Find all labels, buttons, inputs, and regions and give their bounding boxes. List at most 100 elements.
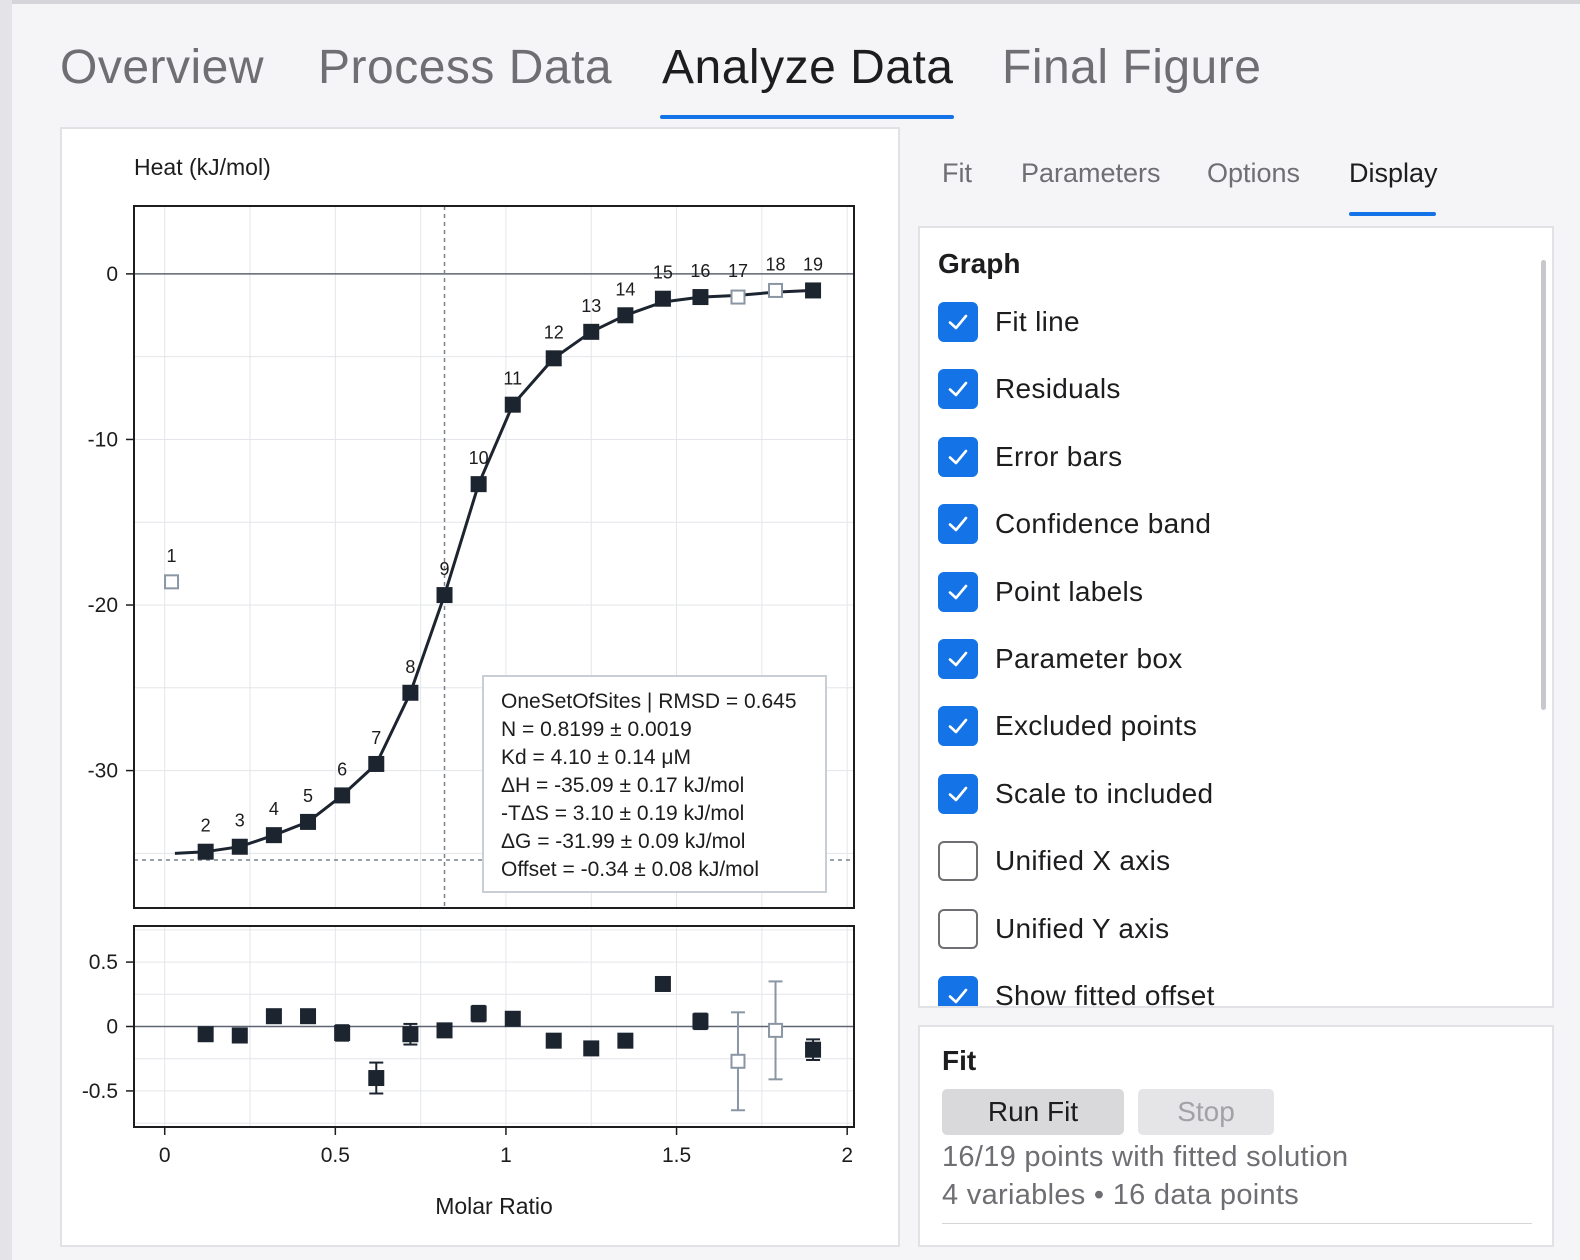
fit-line-label: Fit line xyxy=(995,306,1080,337)
point-label: 17 xyxy=(728,261,748,281)
point-label: 2 xyxy=(201,816,211,836)
data-point xyxy=(231,838,248,855)
point-label: 15 xyxy=(653,263,673,283)
active-tab-indicator xyxy=(660,115,954,119)
excluded-points-checkbox[interactable] xyxy=(938,706,978,746)
chart-panel: Heat (kJ/mol) Molar Ratio 0 -10 -20 -30 1 2 3 4… xyxy=(60,127,900,1247)
x-tick-label: 1.5 xyxy=(662,1144,691,1167)
y-axis-label: Heat (kJ/mol) xyxy=(134,154,271,180)
residuals-frame xyxy=(133,925,855,1128)
window-top-border xyxy=(0,0,1580,4)
point-label: 19 xyxy=(803,254,823,274)
option-residuals[interactable]: Residuals xyxy=(938,369,1121,409)
show-fitted-offset-checkbox[interactable] xyxy=(938,976,978,1006)
y-tick-label: -30 xyxy=(88,760,118,783)
run-fit-button[interactable]: Run Fit xyxy=(942,1089,1124,1135)
subtab-parameters[interactable]: Parameters xyxy=(1021,158,1161,188)
residual-point xyxy=(368,1070,385,1087)
point-label: 8 xyxy=(405,657,415,677)
point-label: 1 xyxy=(167,546,177,566)
tab-analyze-data[interactable]: Analyze Data xyxy=(662,41,954,94)
checkmark-icon xyxy=(948,786,968,802)
residual-point xyxy=(545,1032,562,1049)
option-unified-x-axis[interactable]: Unified X axis xyxy=(938,841,1170,881)
x-axis: 0 0.5 1 1.5 2 xyxy=(159,1127,853,1167)
data-point xyxy=(436,587,453,604)
residuals-checkbox[interactable] xyxy=(938,369,978,409)
option-confidence-band[interactable]: Confidence band xyxy=(938,504,1211,544)
confidence-band-checkbox[interactable] xyxy=(938,504,978,544)
checkmark-icon xyxy=(948,449,968,465)
residuals-plot: 0.5 0 -0.5 xyxy=(82,925,855,1128)
residual-tick-label: -0.5 xyxy=(82,1080,118,1103)
param-line-dh: ΔH = -35.09 ± 0.17 kJ/mol xyxy=(501,774,744,797)
x-tick-label: 0.5 xyxy=(321,1144,350,1167)
option-error-bars[interactable]: Error bars xyxy=(938,437,1122,477)
residual-point xyxy=(805,1041,822,1058)
point-label: 6 xyxy=(337,759,347,779)
residual-point-excluded xyxy=(768,1022,784,1038)
point-label: 16 xyxy=(690,261,710,281)
parameter-box[interactable]: OneSetOfSites | RMSD = 0.645 N = 0.8199 … xyxy=(482,675,827,893)
point-label: 13 xyxy=(581,296,601,316)
point-label: 9 xyxy=(440,559,450,579)
y-tick-label: -10 xyxy=(88,428,118,451)
fit-summary-text: 4 variables • 16 data points xyxy=(942,1179,1300,1211)
param-line-n: N = 0.8199 ± 0.0019 xyxy=(501,718,692,741)
data-point xyxy=(805,282,822,299)
residual-point xyxy=(470,1005,487,1022)
subtab-display[interactable]: Display xyxy=(1349,158,1438,188)
residual-point xyxy=(334,1024,351,1041)
scrollbar-thumb[interactable] xyxy=(1541,260,1546,710)
subtab-options[interactable]: Options xyxy=(1207,158,1301,188)
option-excluded-points[interactable]: Excluded points xyxy=(938,706,1197,746)
tab-process-data[interactable]: Process Data xyxy=(318,41,613,94)
param-line-model: OneSetOfSites | RMSD = 0.645 xyxy=(501,690,797,713)
option-show-fitted-offset[interactable]: Show fitted offset xyxy=(938,976,1215,1008)
point-label: 18 xyxy=(766,254,786,274)
checkmark-icon xyxy=(948,988,968,1004)
checkmark-icon xyxy=(948,718,968,734)
y-tick-label: 0 xyxy=(106,263,118,286)
residual-point-excluded xyxy=(730,1053,746,1069)
residual-tick-label: 0.5 xyxy=(89,951,118,974)
residual-point xyxy=(436,1022,453,1039)
fit-divider xyxy=(942,1223,1532,1224)
residual-point xyxy=(402,1026,419,1043)
parameter-box-checkbox[interactable] xyxy=(938,639,978,679)
main-plot-frame xyxy=(133,205,855,909)
unified-x-axis-checkbox[interactable] xyxy=(938,841,978,881)
residual-point xyxy=(583,1040,600,1057)
param-line-tds: -TΔS = 3.10 ± 0.19 kJ/mol xyxy=(501,802,744,825)
active-subtab-indicator xyxy=(1349,212,1436,216)
y-tick-label: -20 xyxy=(88,594,118,617)
option-scale-to-included[interactable]: Scale to included xyxy=(938,774,1213,814)
option-parameter-box[interactable]: Parameter box xyxy=(938,639,1183,679)
fit-line-checkbox[interactable] xyxy=(938,302,978,342)
unified-y-axis-checkbox[interactable] xyxy=(938,909,978,949)
stop-button[interactable]: Stop xyxy=(1138,1089,1274,1135)
error-bars-checkbox[interactable] xyxy=(938,437,978,477)
data-point xyxy=(197,843,214,860)
residual-point xyxy=(300,1008,317,1025)
scale-to-included-checkbox[interactable] xyxy=(938,774,978,814)
option-point-labels[interactable]: Point labels xyxy=(938,572,1143,612)
excluded-points-label: Excluded points xyxy=(995,710,1198,741)
tab-overview[interactable]: Overview xyxy=(60,41,265,94)
tab-final-figure[interactable]: Final Figure xyxy=(1002,41,1262,94)
subtab-fit[interactable]: Fit xyxy=(942,158,972,188)
option-fit-line[interactable]: Fit line xyxy=(938,302,1080,342)
checkmark-icon xyxy=(948,516,968,532)
point-label: 10 xyxy=(469,448,489,468)
data-point xyxy=(545,350,562,367)
point-labels-checkbox[interactable] xyxy=(938,572,978,612)
data-point xyxy=(470,476,487,493)
data-point xyxy=(617,307,634,324)
show-fitted-offset-label: Show fitted offset xyxy=(995,980,1215,1008)
checkmark-icon xyxy=(948,314,968,330)
residual-point xyxy=(265,1008,282,1025)
option-unified-y-axis[interactable]: Unified Y axis xyxy=(938,909,1169,949)
x-tick-label: 1 xyxy=(500,1144,512,1167)
residual-point xyxy=(692,1013,709,1030)
